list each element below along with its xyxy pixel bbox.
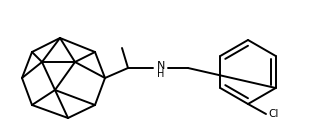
Text: Cl: Cl (268, 109, 278, 119)
Text: H: H (157, 69, 165, 79)
Text: N: N (157, 61, 165, 71)
